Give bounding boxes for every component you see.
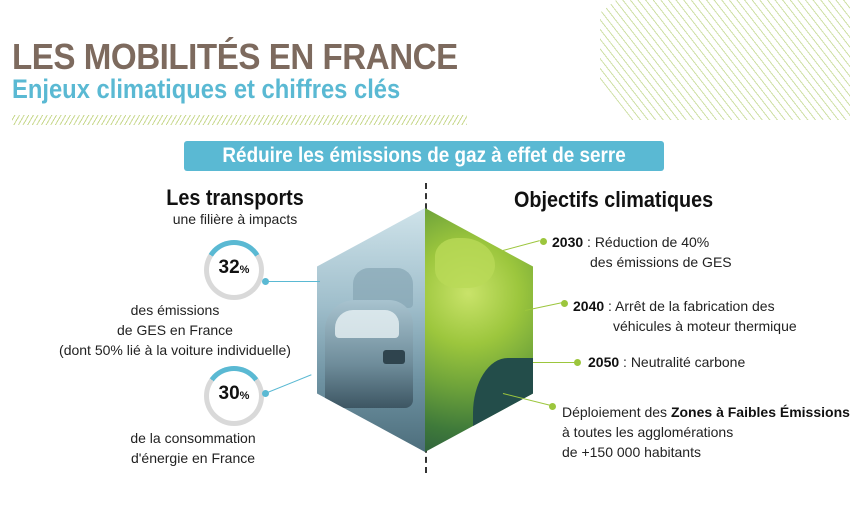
goal-bullet xyxy=(561,300,568,307)
stat-unit: % xyxy=(239,390,250,402)
stat-description-emissions: des émissions de GES en France (dont 50%… xyxy=(25,300,325,360)
goal-year: 2030 xyxy=(552,234,584,250)
left-heading-block: Les transports une filière à impacts xyxy=(145,185,325,227)
stat-value: 30 xyxy=(218,383,240,404)
page-subtitle: Enjeux climatiques et chiffres clés xyxy=(12,74,401,104)
left-subheading: une filière à impacts xyxy=(172,211,298,227)
connector-line xyxy=(533,362,575,363)
goal-bullet xyxy=(574,359,581,366)
connector-dot xyxy=(262,390,269,397)
stat-line: des émissions xyxy=(130,302,220,318)
central-hexagon-image xyxy=(317,208,533,452)
goal-bullet xyxy=(540,238,547,245)
goal-year: 2050 xyxy=(588,354,620,370)
stat-description-energy: de la consommation d'énergie en France xyxy=(118,428,268,468)
connector-dot xyxy=(262,278,269,285)
goal-year: 2040 xyxy=(573,298,605,314)
left-heading: Les transports xyxy=(166,185,304,210)
connector-line xyxy=(265,281,320,282)
goal-text: : Réduction de 40% xyxy=(583,234,710,250)
france-map-image xyxy=(425,208,533,452)
stat-ring-energy: 30% xyxy=(204,366,264,426)
car-traffic-image xyxy=(317,208,425,452)
goal-text: : Neutralité carbone xyxy=(619,354,746,370)
goal-text: de +150 000 habitants xyxy=(562,444,701,460)
goal-text: Déploiement des xyxy=(562,404,671,420)
page-title: LES MOBILITÉS EN FRANCE xyxy=(12,36,458,77)
goal-text: à toutes les agglomérations xyxy=(562,424,734,440)
goal-highlight: Zones à Faibles Émissions xyxy=(670,404,850,420)
stat-unit: % xyxy=(239,264,250,276)
stat-line: de la consommation xyxy=(130,430,256,446)
section-banner: Réduire les émissions de gaz à effet de … xyxy=(184,141,664,171)
title-underline-hatch xyxy=(12,115,467,125)
stat-line: (dont 50% lié à la voiture individuelle) xyxy=(59,342,291,358)
stat-line: d'énergie en France xyxy=(130,450,256,466)
goal-2040: 2040 : Arrêt de la fabrication des véhic… xyxy=(573,296,797,336)
stat-value: 32 xyxy=(218,257,240,278)
stat-ring-emissions: 32% xyxy=(204,240,264,300)
decorative-hatch-corner xyxy=(600,0,850,120)
goal-zfe: Déploiement des Zones à Faibles Émission… xyxy=(562,402,850,462)
right-heading: Objectifs climatiques xyxy=(514,187,714,212)
goal-text: véhicules à moteur thermique xyxy=(613,318,797,334)
goal-text: des émissions de GES xyxy=(590,254,732,270)
connector-line xyxy=(502,240,540,251)
banner-label: Réduire les émissions de gaz à effet de … xyxy=(222,144,626,167)
goal-2050: 2050 : Neutralité carbone xyxy=(588,352,745,372)
stat-line: de GES en France xyxy=(117,322,233,338)
goal-2030: 2030 : Réduction de 40% des émissions de… xyxy=(552,232,732,272)
goal-bullet xyxy=(549,403,556,410)
goal-text: : Arrêt de la fabrication des xyxy=(604,298,775,314)
connector-line xyxy=(264,374,312,394)
